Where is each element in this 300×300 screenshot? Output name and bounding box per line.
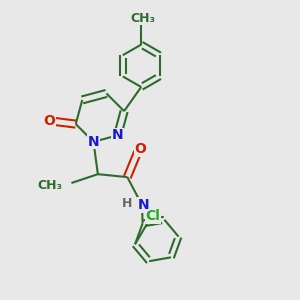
Text: H: H	[122, 197, 133, 210]
Text: O: O	[135, 142, 146, 156]
Text: CH₃: CH₃	[38, 179, 63, 193]
Text: N: N	[88, 135, 99, 149]
Text: N: N	[112, 128, 124, 142]
Text: Cl: Cl	[145, 209, 160, 223]
Text: N: N	[138, 198, 149, 212]
Text: CH₃: CH₃	[130, 12, 155, 25]
Text: O: O	[43, 114, 55, 128]
